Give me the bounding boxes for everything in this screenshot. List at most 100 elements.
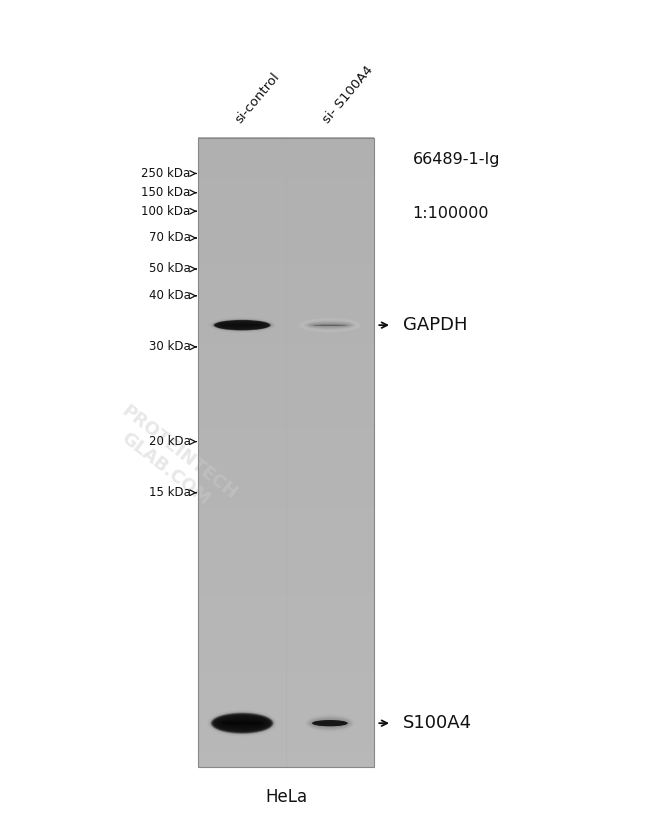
Bar	[198, 365, 374, 374]
Ellipse shape	[212, 713, 272, 733]
Ellipse shape	[217, 322, 267, 328]
Bar	[198, 349, 374, 359]
Bar	[198, 436, 374, 445]
Bar	[198, 357, 374, 366]
Ellipse shape	[304, 320, 356, 330]
Bar	[198, 412, 374, 421]
Bar	[198, 381, 374, 390]
Ellipse shape	[306, 322, 354, 328]
Bar	[198, 617, 374, 625]
Ellipse shape	[305, 714, 355, 732]
Ellipse shape	[304, 320, 356, 330]
Text: 20 kDa: 20 kDa	[149, 435, 190, 448]
Ellipse shape	[216, 716, 268, 730]
Ellipse shape	[309, 323, 350, 328]
Bar	[198, 648, 374, 657]
Ellipse shape	[306, 715, 354, 732]
Bar	[198, 421, 374, 429]
Ellipse shape	[313, 722, 346, 725]
Ellipse shape	[209, 711, 276, 735]
Ellipse shape	[315, 722, 345, 724]
Ellipse shape	[300, 318, 359, 332]
Ellipse shape	[212, 319, 272, 331]
Bar	[198, 554, 374, 562]
Text: S100A4: S100A4	[403, 714, 472, 732]
Bar	[198, 396, 374, 406]
Bar	[198, 546, 374, 555]
Ellipse shape	[311, 324, 348, 326]
Bar	[198, 153, 374, 162]
Bar	[198, 483, 374, 492]
Bar	[198, 145, 374, 154]
Bar	[198, 601, 374, 610]
Ellipse shape	[217, 717, 267, 729]
Bar	[198, 507, 374, 515]
Ellipse shape	[220, 720, 264, 727]
Bar	[198, 271, 374, 280]
Bar	[198, 263, 374, 272]
Ellipse shape	[216, 321, 268, 329]
Ellipse shape	[211, 318, 274, 332]
Bar	[198, 405, 374, 413]
Ellipse shape	[302, 319, 358, 331]
Ellipse shape	[216, 321, 268, 329]
Ellipse shape	[311, 323, 349, 327]
Ellipse shape	[308, 323, 352, 328]
Ellipse shape	[311, 719, 349, 727]
Ellipse shape	[208, 318, 276, 333]
Bar	[198, 727, 374, 736]
Ellipse shape	[305, 714, 355, 732]
Bar	[198, 680, 374, 688]
Ellipse shape	[304, 713, 356, 733]
Ellipse shape	[224, 722, 260, 724]
Ellipse shape	[303, 712, 357, 734]
Ellipse shape	[299, 318, 361, 333]
Ellipse shape	[213, 714, 272, 732]
Ellipse shape	[211, 318, 273, 332]
Ellipse shape	[222, 722, 262, 725]
Text: 150 kDa: 150 kDa	[141, 186, 190, 199]
Bar	[198, 287, 374, 296]
Bar	[198, 137, 374, 146]
Ellipse shape	[309, 717, 350, 729]
Ellipse shape	[308, 716, 352, 730]
Ellipse shape	[308, 323, 352, 328]
Ellipse shape	[314, 722, 346, 725]
Bar	[198, 310, 374, 319]
Ellipse shape	[222, 323, 263, 327]
Ellipse shape	[209, 318, 276, 333]
Ellipse shape	[210, 318, 274, 332]
Ellipse shape	[302, 711, 358, 735]
Bar	[198, 326, 374, 334]
Bar	[198, 452, 374, 460]
Bar	[198, 499, 374, 508]
Ellipse shape	[209, 318, 275, 333]
Ellipse shape	[302, 319, 358, 331]
Ellipse shape	[207, 317, 277, 334]
Bar	[198, 169, 374, 178]
Bar	[198, 303, 374, 311]
Bar	[198, 184, 374, 194]
Ellipse shape	[218, 322, 266, 328]
Text: 100 kDa: 100 kDa	[141, 204, 190, 218]
Ellipse shape	[223, 722, 261, 725]
Bar	[198, 177, 374, 185]
Ellipse shape	[213, 319, 272, 331]
Ellipse shape	[315, 722, 345, 724]
Ellipse shape	[309, 323, 351, 328]
Ellipse shape	[219, 719, 265, 727]
Ellipse shape	[311, 323, 348, 327]
Ellipse shape	[223, 324, 261, 326]
Bar	[198, 193, 374, 201]
Bar	[198, 593, 374, 602]
Bar	[198, 703, 374, 711]
Text: 30 kDa: 30 kDa	[149, 340, 190, 354]
Ellipse shape	[209, 711, 275, 735]
Bar	[198, 758, 374, 767]
Ellipse shape	[306, 321, 354, 329]
Text: si-control: si-control	[232, 70, 282, 126]
Bar	[198, 138, 374, 767]
Bar	[198, 561, 374, 571]
Ellipse shape	[306, 716, 353, 731]
Bar	[198, 444, 374, 453]
